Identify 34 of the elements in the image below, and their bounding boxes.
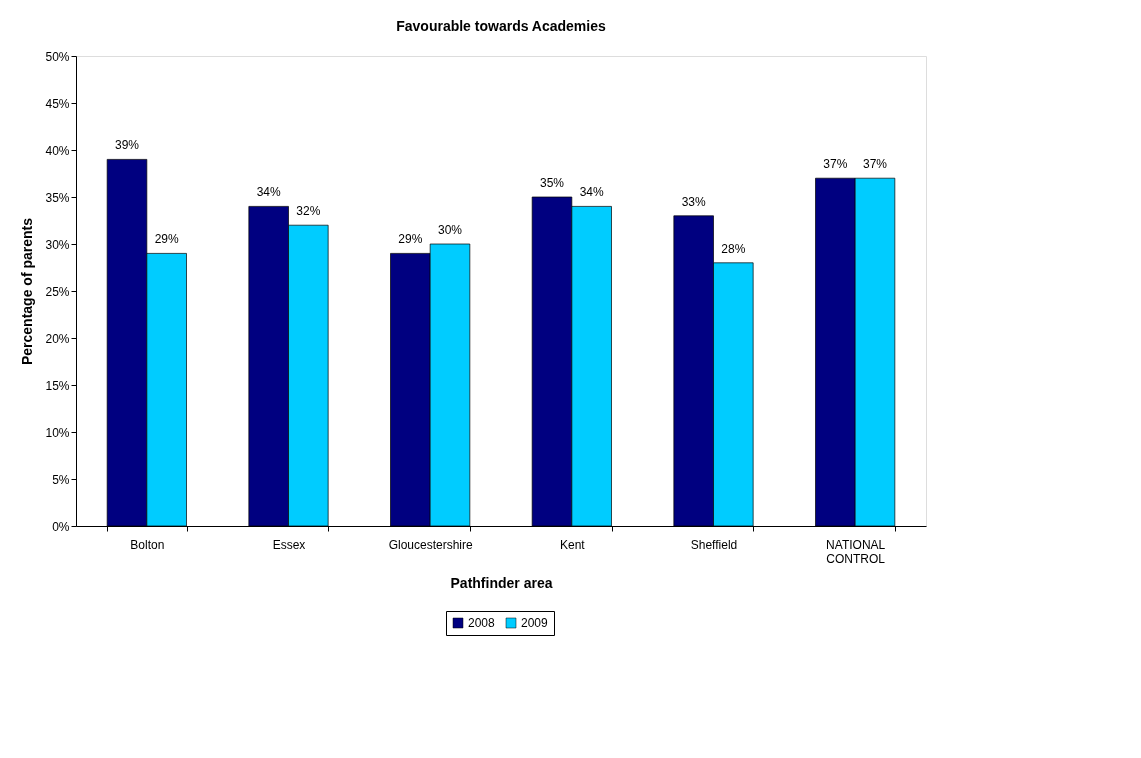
- y-tick-label: 50%: [45, 49, 70, 64]
- data-label: 32%: [296, 204, 321, 219]
- y-tick-label: 40%: [45, 143, 70, 158]
- data-label: 30%: [437, 223, 463, 237]
- data-label: 34%: [579, 185, 604, 200]
- x-tick-label: Sheffield: [690, 537, 738, 552]
- data-label: 34%: [256, 185, 281, 200]
- y-tick-label: 10%: [45, 425, 70, 440]
- y-tick-label: 15%: [45, 378, 70, 393]
- x-axis-title: Pathfinder area: [450, 574, 553, 591]
- y-tick-label: 30%: [45, 237, 70, 252]
- chart-title: Favourable towards Academies: [396, 18, 606, 34]
- data-label: 29%: [154, 232, 179, 247]
- data-label: 35%: [539, 176, 565, 190]
- x-tick-label: NATIONAL CONTROL: [826, 537, 886, 566]
- y-tick-label: 25%: [45, 284, 70, 299]
- data-label: 37%: [862, 157, 888, 172]
- y-tick-label: 45%: [45, 96, 70, 111]
- legend-label: 2009: [521, 616, 549, 630]
- x-tick-label: Gloucestershire: [388, 537, 473, 552]
- data-label: 39%: [114, 138, 140, 153]
- data-label: 37%: [823, 157, 848, 172]
- y-axis-title: Percentage of parents: [19, 217, 36, 366]
- x-tick-label: Essex: [272, 537, 306, 552]
- y-tick-label: 35%: [45, 190, 70, 205]
- data-label: 33%: [681, 194, 706, 209]
- y-tick-label: 5%: [52, 472, 70, 487]
- legend-label: 2008: [468, 616, 496, 630]
- y-tick-label: 0%: [52, 519, 70, 534]
- x-tick-label: Kent: [559, 537, 586, 552]
- y-tick-label: 20%: [45, 331, 70, 346]
- data-label: 29%: [398, 232, 423, 247]
- data-label: 28%: [721, 241, 746, 256]
- x-tick-label: Bolton: [130, 537, 165, 552]
